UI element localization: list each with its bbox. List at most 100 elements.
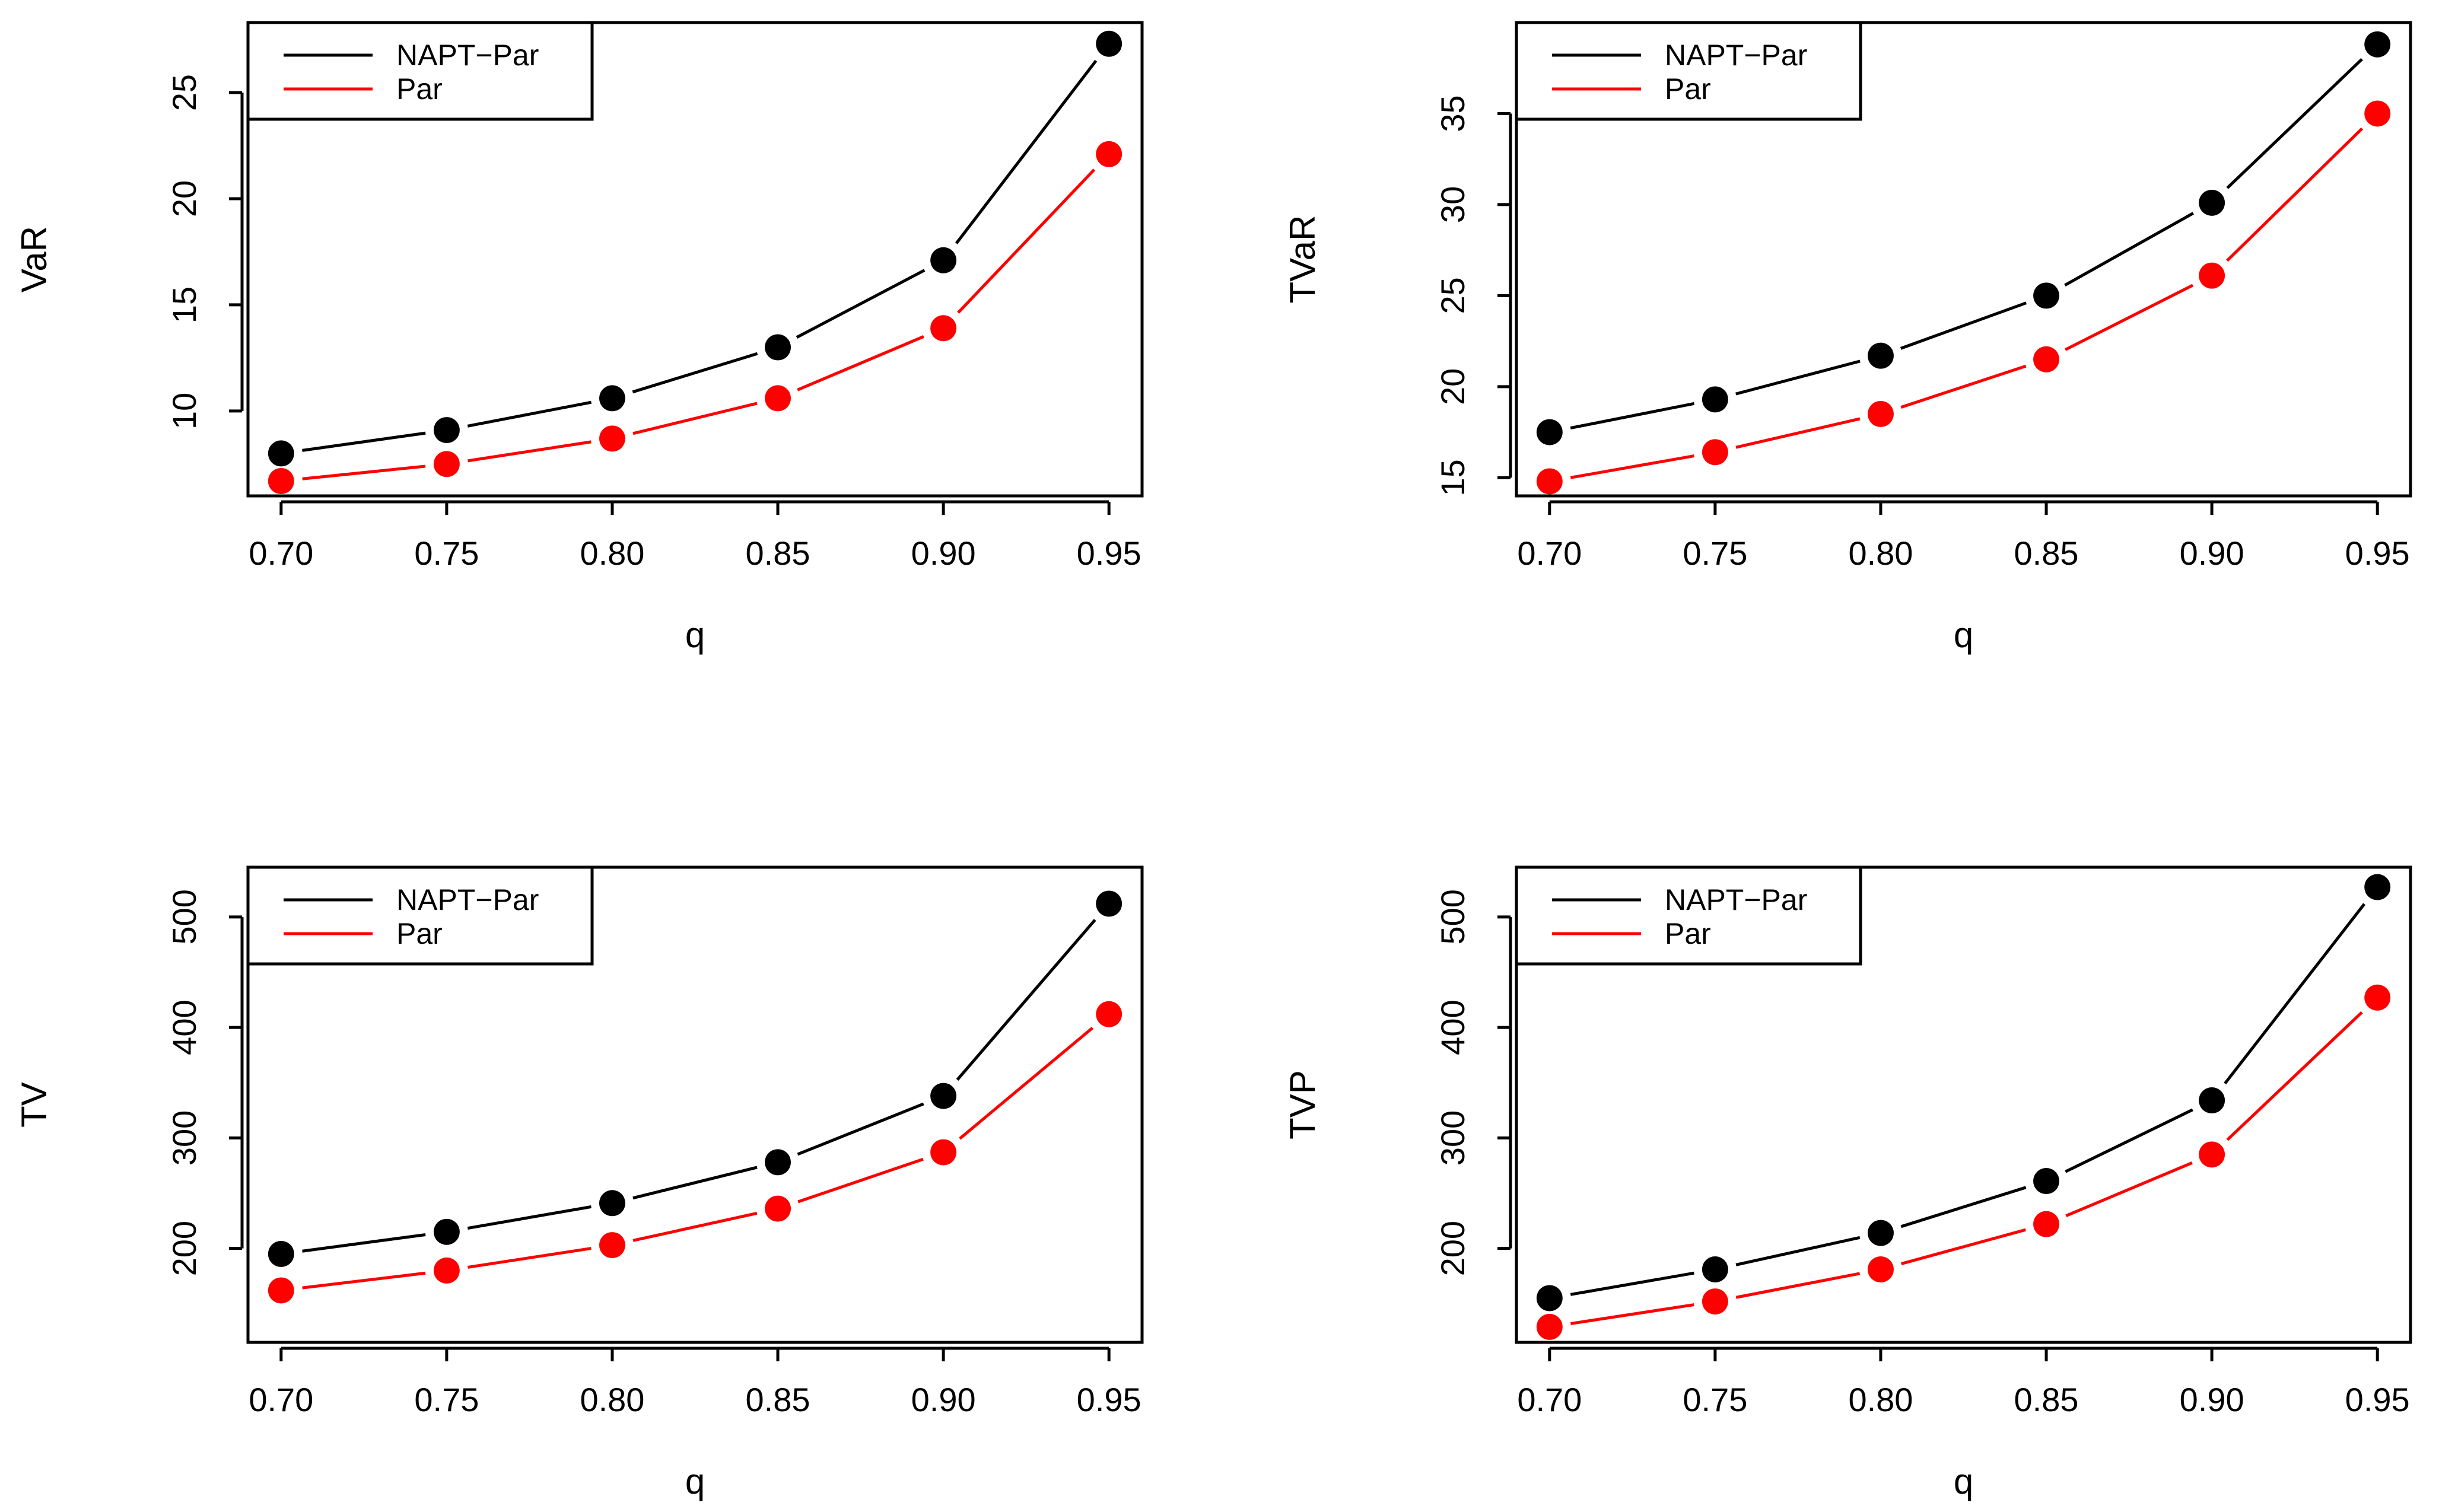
series-0-point bbox=[2033, 282, 2060, 309]
series-0-point bbox=[765, 334, 791, 361]
series-1-segment bbox=[2065, 1161, 2193, 1218]
series-1-segment bbox=[2065, 284, 2194, 351]
y-tick-label: 400 bbox=[1434, 999, 1471, 1055]
series-0-segment bbox=[797, 1102, 924, 1156]
legend-label-0: NAPT−Par bbox=[1665, 39, 1807, 72]
x-tick-label: 0.70 bbox=[1517, 534, 1582, 572]
legend-box bbox=[246, 21, 594, 121]
x-tick-label: 0.80 bbox=[1848, 534, 1913, 572]
series-1-point bbox=[2199, 1141, 2225, 1168]
y-tick-label: 35 bbox=[1434, 95, 1471, 132]
series-1-point bbox=[2364, 984, 2391, 1011]
legend-box bbox=[1515, 865, 1862, 966]
series-1-point bbox=[1536, 1313, 1563, 1340]
series-1-point bbox=[2199, 262, 2225, 289]
series-0-segment bbox=[1570, 1271, 1694, 1296]
series-1-segment bbox=[632, 402, 758, 435]
series-1-point bbox=[1702, 1288, 1728, 1315]
series-0-segment bbox=[1735, 359, 1861, 396]
series-0-point bbox=[2033, 1168, 2060, 1195]
series-0-point bbox=[765, 1149, 791, 1176]
y-tick-label: 25 bbox=[166, 74, 203, 111]
series-0-point bbox=[268, 1240, 294, 1267]
series-1-point bbox=[2033, 1211, 2060, 1237]
x-tick-label: 0.80 bbox=[1848, 1381, 1913, 1418]
series-0-segment bbox=[955, 59, 1098, 244]
series-1-segment bbox=[797, 335, 924, 391]
panel-bottom-right: 0.70 0.75 0.80 0.85 0.90 0.95 q 200 300 400 500 TVP… bbox=[1283, 865, 2412, 1501]
y-axis-title: VaR bbox=[14, 226, 54, 292]
x-tick-label: 0.70 bbox=[1517, 1381, 1582, 1418]
x-tick-label: 0.85 bbox=[2014, 1381, 2079, 1418]
y-tick-label: 10 bbox=[166, 393, 203, 429]
legend-label-0: NAPT−Par bbox=[396, 883, 539, 916]
series-1-point bbox=[765, 385, 791, 412]
x-tick-label: 0.80 bbox=[580, 534, 644, 572]
series-0-point bbox=[1536, 1285, 1563, 1312]
x-tick-label: 0.75 bbox=[1683, 1381, 1747, 1418]
series-1-segment bbox=[2226, 1011, 2363, 1141]
series-1-segment bbox=[302, 464, 426, 480]
y-tick-label: 15 bbox=[1434, 459, 1471, 496]
x-tick-label: 0.95 bbox=[2345, 1381, 2410, 1418]
series-0-point bbox=[2199, 1087, 2225, 1114]
y-tick-label: 30 bbox=[1434, 186, 1471, 223]
x-axis-title: q bbox=[1954, 1462, 1973, 1501]
x-tick-label: 0.85 bbox=[2014, 534, 2079, 572]
legend-box bbox=[246, 865, 594, 966]
series-1-segment bbox=[1570, 1303, 1694, 1325]
series-1-segment bbox=[2226, 127, 2364, 262]
plot-frame bbox=[1515, 21, 2412, 498]
series-0-segment bbox=[2065, 1108, 2193, 1173]
series-0-point bbox=[1096, 890, 1122, 917]
x-tick-label: 0.75 bbox=[414, 1381, 479, 1418]
series-0-point bbox=[1867, 342, 1894, 369]
series-0-segment bbox=[467, 1205, 592, 1230]
series-0-segment bbox=[1570, 402, 1695, 430]
series-1-point bbox=[2033, 346, 2060, 373]
panel-top-right: 0.70 0.75 0.80 0.85 0.90 0.95 q 15 20 25 30 35 TVaR N… bbox=[1283, 21, 2412, 655]
legend-label-1: Par bbox=[396, 917, 443, 950]
series-1-point bbox=[599, 1232, 625, 1259]
series-1-point bbox=[1096, 1001, 1122, 1027]
series-0-point bbox=[1702, 386, 1728, 413]
series-0-point bbox=[2364, 874, 2391, 900]
x-tick-label: 0.95 bbox=[1077, 534, 1141, 572]
series-1-point bbox=[2364, 100, 2391, 127]
x-tick-label: 0.95 bbox=[2345, 534, 2410, 572]
y-tick-label: 300 bbox=[166, 1110, 203, 1166]
series-0-point bbox=[433, 417, 460, 444]
series-0-segment bbox=[1900, 1186, 2027, 1228]
series-0-segment bbox=[1900, 301, 2027, 350]
plot-frame bbox=[246, 21, 1144, 498]
series-0-point bbox=[930, 1083, 957, 1109]
y-tick-label: 20 bbox=[166, 180, 203, 217]
legend-label-0: NAPT−Par bbox=[1665, 883, 1807, 916]
x-axis-title: q bbox=[685, 615, 705, 655]
series-1-point bbox=[268, 1277, 294, 1304]
legend-label-1: Par bbox=[1665, 72, 1711, 106]
series-0-segment bbox=[2226, 58, 2363, 189]
y-tick-label: 20 bbox=[1434, 368, 1471, 405]
series-1-segment bbox=[797, 1157, 924, 1204]
series-1-segment bbox=[1735, 1272, 1861, 1299]
y-tick-label: 500 bbox=[166, 889, 203, 944]
series-0-segment bbox=[302, 1233, 426, 1253]
series-0-segment bbox=[1735, 1236, 1861, 1266]
x-tick-label: 0.70 bbox=[249, 534, 313, 572]
y-tick-label: 400 bbox=[166, 999, 203, 1055]
series-1-segment bbox=[957, 168, 1096, 314]
panel-top-left: 0.70 0.75 0.80 0.85 0.90 0.95 q 10 15 20 25 VaR NAPT… bbox=[14, 21, 1144, 655]
x-tick-label: 0.70 bbox=[249, 1381, 313, 1418]
y-tick-label: 15 bbox=[166, 287, 203, 323]
legend-box bbox=[1515, 21, 1862, 121]
series-1-point bbox=[1867, 1256, 1894, 1283]
panel-bottom-left: 0.70 0.75 0.80 0.85 0.90 0.95 q 200 300 400 500 TV N… bbox=[14, 865, 1144, 1501]
plot-frame bbox=[246, 865, 1144, 1344]
x-tick-label: 0.90 bbox=[2180, 1381, 2244, 1418]
series-0-segment bbox=[302, 431, 426, 452]
series-1-point bbox=[930, 315, 957, 342]
